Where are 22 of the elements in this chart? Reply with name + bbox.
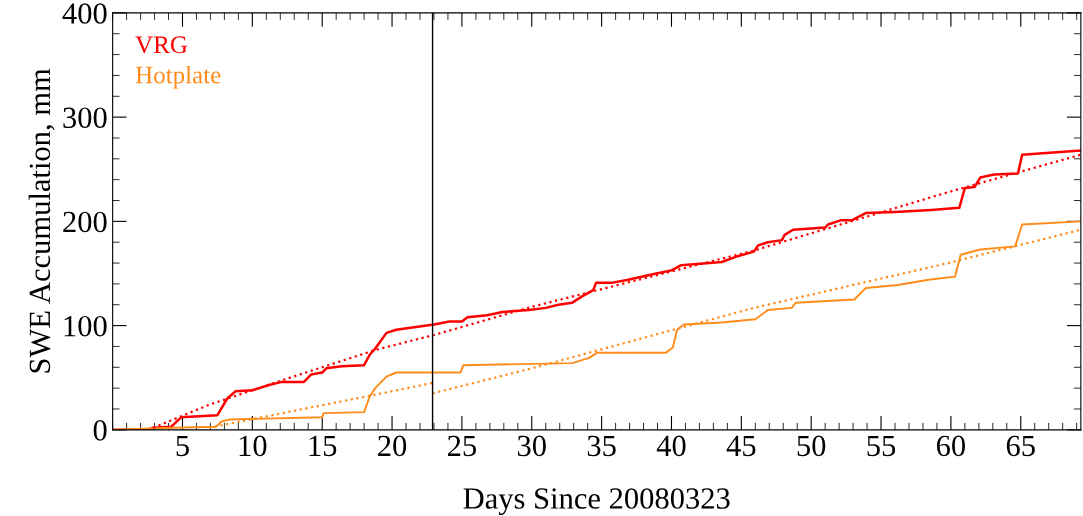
x-tick-label: 40 — [656, 435, 686, 457]
text: Hotplate — [135, 65, 221, 89]
x-tick-label: 30 — [517, 435, 546, 457]
text: VRG — [135, 36, 188, 54]
x-tick-label: 55 — [867, 435, 896, 457]
x-tick-label: 10 — [239, 435, 267, 457]
x-tick-label: 50 — [797, 435, 826, 457]
x-tick-label: 65 — [1006, 435, 1035, 457]
y-tick-label: 300 — [63, 107, 107, 129]
y-tick-label: 200 — [63, 211, 107, 233]
x-tick-label: 60 — [936, 435, 966, 457]
y-tick-label: 0 — [93, 420, 107, 441]
y-tick-label: 400 — [62, 3, 107, 24]
x-tick-label: 20 — [378, 435, 407, 457]
x-tick-label: 25 — [447, 435, 476, 457]
x-tick-label: 45 — [726, 435, 756, 457]
x-tick-label: 5 — [176, 435, 189, 457]
x-tick-label: 15 — [309, 435, 337, 457]
y-axis-title: SWE Accumulation, mm — [28, 68, 55, 373]
x-axis-title: Days Since 20080323 — [463, 488, 730, 516]
x-tick-label: 35 — [587, 435, 616, 457]
y-tick-label: 100 — [64, 315, 107, 337]
